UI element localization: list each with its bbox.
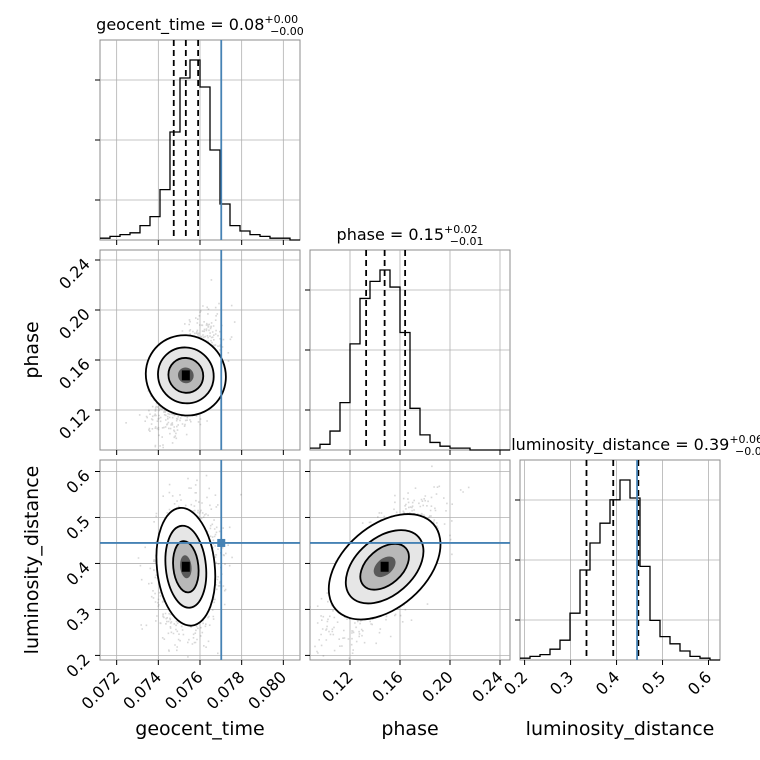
x-tick-label: 0.080 xyxy=(244,667,290,713)
y-tick-label: 0.5 xyxy=(62,512,93,543)
density-peak xyxy=(181,370,190,381)
density-contour xyxy=(359,542,410,591)
density-peak xyxy=(181,561,190,572)
x-tick-label: 0.5 xyxy=(638,667,669,698)
x-tick-label: 0.072 xyxy=(78,667,124,713)
density-panel-phase-vs-luminosity_distance: 0.12 0.16 0.20 0.24 xyxy=(305,459,511,706)
gridlines xyxy=(310,250,510,450)
y-tick-label: 0.24 xyxy=(55,254,94,293)
x-tick-label: 0.6 xyxy=(684,667,715,698)
density-contour xyxy=(167,357,205,394)
density-peak xyxy=(380,561,389,572)
histogram-step xyxy=(310,269,510,451)
x-tick-label: 0.12 xyxy=(318,667,357,706)
density-panel-geocent_time-vs-phase: 0.12 0.16 0.20 0.24 xyxy=(55,249,301,455)
x-axis-label: phase xyxy=(381,718,438,740)
y-axis-label: luminosity_distance xyxy=(21,466,43,655)
density-contour xyxy=(144,334,227,417)
x-tick-label: 0.2 xyxy=(500,667,531,698)
gridlines xyxy=(100,460,300,660)
density-contour xyxy=(327,513,442,621)
y-tick-label: 0.3 xyxy=(62,604,93,635)
x-tick-label: 0.4 xyxy=(592,667,623,698)
density-contour xyxy=(157,346,215,405)
hist-panel-luminosity_distance: 0.2 0.3 0.4 0.5 0.6 luminosity_distance = 0.3… xyxy=(500,433,760,699)
density-contour xyxy=(164,524,208,609)
truth-marker xyxy=(217,538,226,547)
y-tick-label: 0.16 xyxy=(55,354,94,393)
x-tick-label: 0.16 xyxy=(368,667,407,706)
y-tick-label: 0.20 xyxy=(55,304,94,343)
y-tick-label: 0.12 xyxy=(55,404,94,443)
panel-title: geocent_time = 0.08+0.00 −0.00 xyxy=(96,13,304,38)
y-tick-label: 0.2 xyxy=(62,650,93,681)
y-tick-label: 0.6 xyxy=(62,466,93,497)
hist-panel-geocent_time: geocent_time = 0.08+0.00 −0.00 xyxy=(95,13,304,245)
x-tick-label: 0.3 xyxy=(546,667,577,698)
density-contour xyxy=(172,540,200,594)
x-tick-label: 0.074 xyxy=(119,667,165,713)
y-axis-label: phase xyxy=(21,321,43,378)
histogram-step xyxy=(100,59,300,241)
hist-panel-phase: phase = 0.15+0.02 −0.01 xyxy=(305,223,511,455)
density-contour xyxy=(344,529,425,605)
y-tick-label: 0.4 xyxy=(62,558,93,589)
density-contour xyxy=(155,506,217,627)
x-tick-label: 0.20 xyxy=(418,667,457,706)
panel-title: luminosity_distance = 0.39+0.06−0.06 xyxy=(511,433,760,458)
x-tick-label: 0.078 xyxy=(203,667,249,713)
histogram-step xyxy=(520,479,720,661)
panel-title: phase = 0.15+0.02 −0.01 xyxy=(337,223,484,248)
x-axis-label: luminosity_distance xyxy=(526,718,715,740)
x-tick-label: 0.076 xyxy=(161,667,207,713)
x-axis-label: geocent_time xyxy=(135,718,264,740)
